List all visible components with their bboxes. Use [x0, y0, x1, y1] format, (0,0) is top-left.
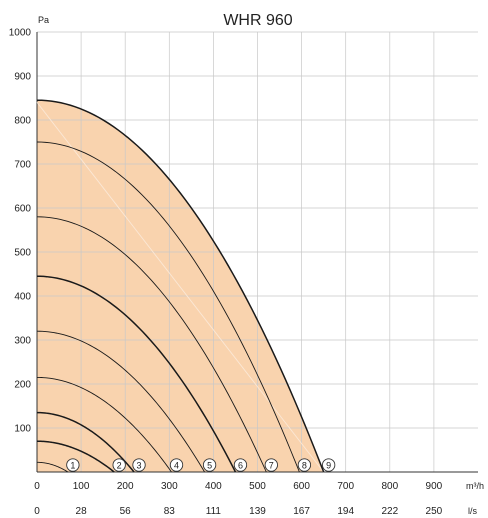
y-axis-label: Pa [38, 15, 49, 25]
x2-tick-label: 194 [337, 506, 354, 517]
fan-curve-6 [36, 275, 237, 473]
x-tick-label: 0 [34, 481, 40, 492]
curve-marker-label: 2 [117, 460, 122, 470]
x-tick-label: 800 [381, 481, 398, 492]
y-tick-label: 500 [14, 248, 31, 259]
curve-marker-label: 8 [302, 460, 307, 470]
x-tick-label: 700 [337, 481, 354, 492]
x-tick-label: 300 [161, 481, 178, 492]
x2-tick-label: 0 [34, 506, 40, 517]
curve-marker-circle-6 [233, 458, 248, 472]
x2-tick-label: 250 [426, 506, 443, 517]
curve-marker-circle-7 [264, 458, 278, 472]
curve-marker-label: 3 [137, 460, 142, 470]
x2-tick-label: 56 [120, 506, 132, 517]
x2-tick-label: 83 [164, 506, 176, 517]
fan-curve-4 [36, 376, 172, 473]
y-tick-label: 300 [14, 336, 31, 347]
fan-curve-5 [36, 330, 205, 473]
curve-marker-circle-8 [297, 458, 312, 472]
x-tick-label: 900 [426, 481, 443, 492]
y-tick-label: 400 [14, 292, 31, 303]
y-tick-label: 600 [14, 204, 31, 215]
y-tick-label: 700 [14, 160, 31, 171]
curve-marker-label: 4 [174, 460, 179, 470]
x-tick-label: 200 [117, 481, 134, 492]
fan-curve-8 [36, 141, 300, 473]
x-tick-label: 500 [249, 481, 266, 492]
x2-tick-label: 111 [206, 506, 222, 517]
curve-marker-label: 9 [326, 460, 331, 470]
y-tick-label: 900 [14, 72, 31, 83]
fan-curve-2 [36, 440, 115, 473]
y-tick-label: 100 [14, 424, 31, 435]
x2-tick-label: 28 [76, 506, 88, 517]
curve-marker-circle-2 [112, 458, 126, 472]
y-tick-label: 800 [14, 116, 31, 127]
x-tick-label: 400 [205, 481, 222, 492]
x2-axis-label: l/s [468, 506, 478, 516]
y-tick-label: 200 [14, 380, 31, 391]
x2-tick-label: 167 [293, 506, 310, 517]
fan-curve-1 [37, 461, 69, 473]
curve-marker-label: 1 [70, 460, 75, 470]
fan-curve-3 [36, 411, 135, 473]
fan-curve-7 [36, 216, 267, 473]
curve-marker-circle-3 [132, 458, 146, 472]
x-tick-label: 600 [293, 481, 310, 492]
curve-marker-label: 5 [207, 460, 212, 470]
fan-curve-9 [36, 99, 325, 473]
chart-title: WHR 960 [223, 12, 292, 29]
curve-marker-circle-1 [66, 458, 80, 472]
curve-marker-label: 7 [269, 460, 274, 470]
x-axis-label: m³/h [466, 481, 484, 491]
x2-tick-label: 222 [381, 506, 398, 517]
x-tick-label: 100 [73, 481, 90, 492]
curve-marker-label: 6 [238, 460, 243, 470]
curve-marker-circle-9 [321, 458, 336, 472]
system-line [36, 102, 325, 473]
curve-marker-circle-4 [169, 458, 184, 472]
y-tick-label: 1000 [9, 28, 32, 39]
curve-marker-circle-5 [202, 458, 217, 472]
x2-tick-label: 139 [249, 506, 266, 517]
